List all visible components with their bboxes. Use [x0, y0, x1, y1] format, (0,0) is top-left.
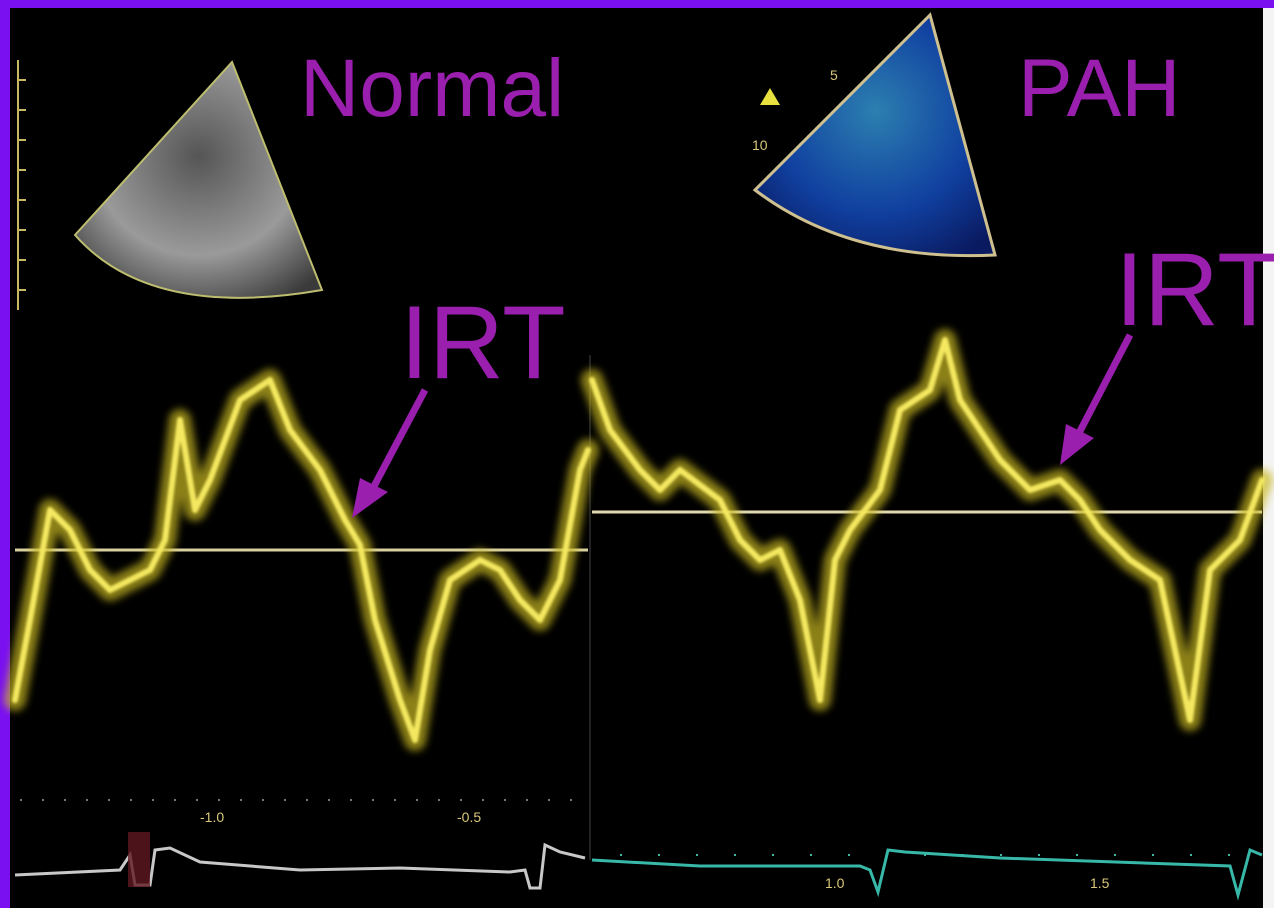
- panel-label: PAH: [1018, 43, 1181, 134]
- scale-label: 1.0: [825, 875, 845, 891]
- frame-left: [0, 0, 10, 908]
- panel-label: Normal: [300, 43, 564, 134]
- ecg-marker: [128, 832, 150, 887]
- depth-label: 10: [752, 137, 768, 153]
- frame-top: [0, 0, 1274, 8]
- scale-label: -1.0: [200, 809, 224, 825]
- depth-label: 5: [830, 67, 838, 83]
- frame-right: [1263, 8, 1274, 908]
- annotation: IRT: [1115, 232, 1274, 348]
- page: Normal PAH 5 10 IRT IRT -1.0 -0.5 1.0 1.…: [0, 0, 1274, 908]
- scale-label: 1.5: [1090, 875, 1110, 891]
- annotation: IRT: [400, 285, 566, 401]
- echo-figure: Normal PAH 5 10 IRT IRT -1.0 -0.5 1.0 1.…: [0, 0, 1274, 908]
- scale-label: -0.5: [457, 809, 481, 825]
